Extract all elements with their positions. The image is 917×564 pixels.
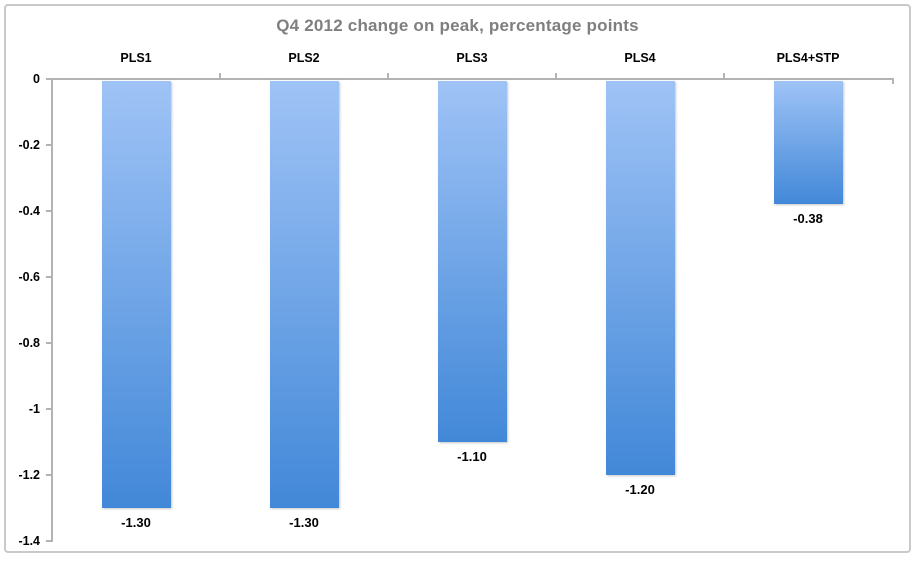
y-axis-tick: [46, 540, 53, 542]
bar: [605, 81, 675, 475]
y-axis-tick: [46, 276, 53, 278]
y-axis-tick: [46, 144, 53, 146]
y-tick-label: -0.6: [18, 270, 40, 284]
x-axis-tick: [723, 73, 725, 78]
bar: [101, 81, 171, 508]
axis-end-tick: [892, 80, 894, 84]
y-axis-tick: [46, 408, 53, 410]
y-tick-label: 0: [33, 72, 40, 86]
chart-title: Q4 2012 change on peak, percentage point…: [276, 16, 639, 35]
y-axis-tick: [46, 210, 53, 212]
y-axis-tick: [46, 474, 53, 476]
category-axis-line: [52, 78, 894, 80]
x-axis-tick: [387, 73, 389, 78]
data-label: -1.20: [625, 482, 655, 497]
data-label: -1.10: [457, 449, 487, 464]
y-axis-tick: [46, 78, 53, 80]
y-tick-label: -1.4: [18, 534, 40, 548]
y-tick-label: -0.8: [18, 336, 40, 350]
y-axis-tick: [46, 342, 53, 344]
bar: [437, 81, 507, 442]
bar: [269, 81, 339, 508]
category-label: PLS4+STP: [776, 51, 840, 65]
category-label: PLS2: [288, 51, 320, 65]
category-label: PLS4: [624, 51, 656, 65]
data-label: -1.30: [121, 515, 151, 530]
data-label: -1.30: [289, 515, 319, 530]
category-label: PLS3: [456, 51, 488, 65]
x-axis-tick: [219, 73, 221, 78]
y-tick-label: -1: [28, 402, 40, 416]
y-tick-label: -1.2: [18, 468, 40, 482]
y-tick-label: -0.2: [18, 138, 40, 152]
bar: [773, 81, 843, 205]
value-axis-line: [51, 79, 53, 542]
x-axis-tick: [555, 73, 557, 78]
category-label: PLS1: [120, 51, 152, 65]
y-tick-label: -0.4: [18, 204, 40, 218]
data-label: -0.38: [793, 211, 823, 227]
